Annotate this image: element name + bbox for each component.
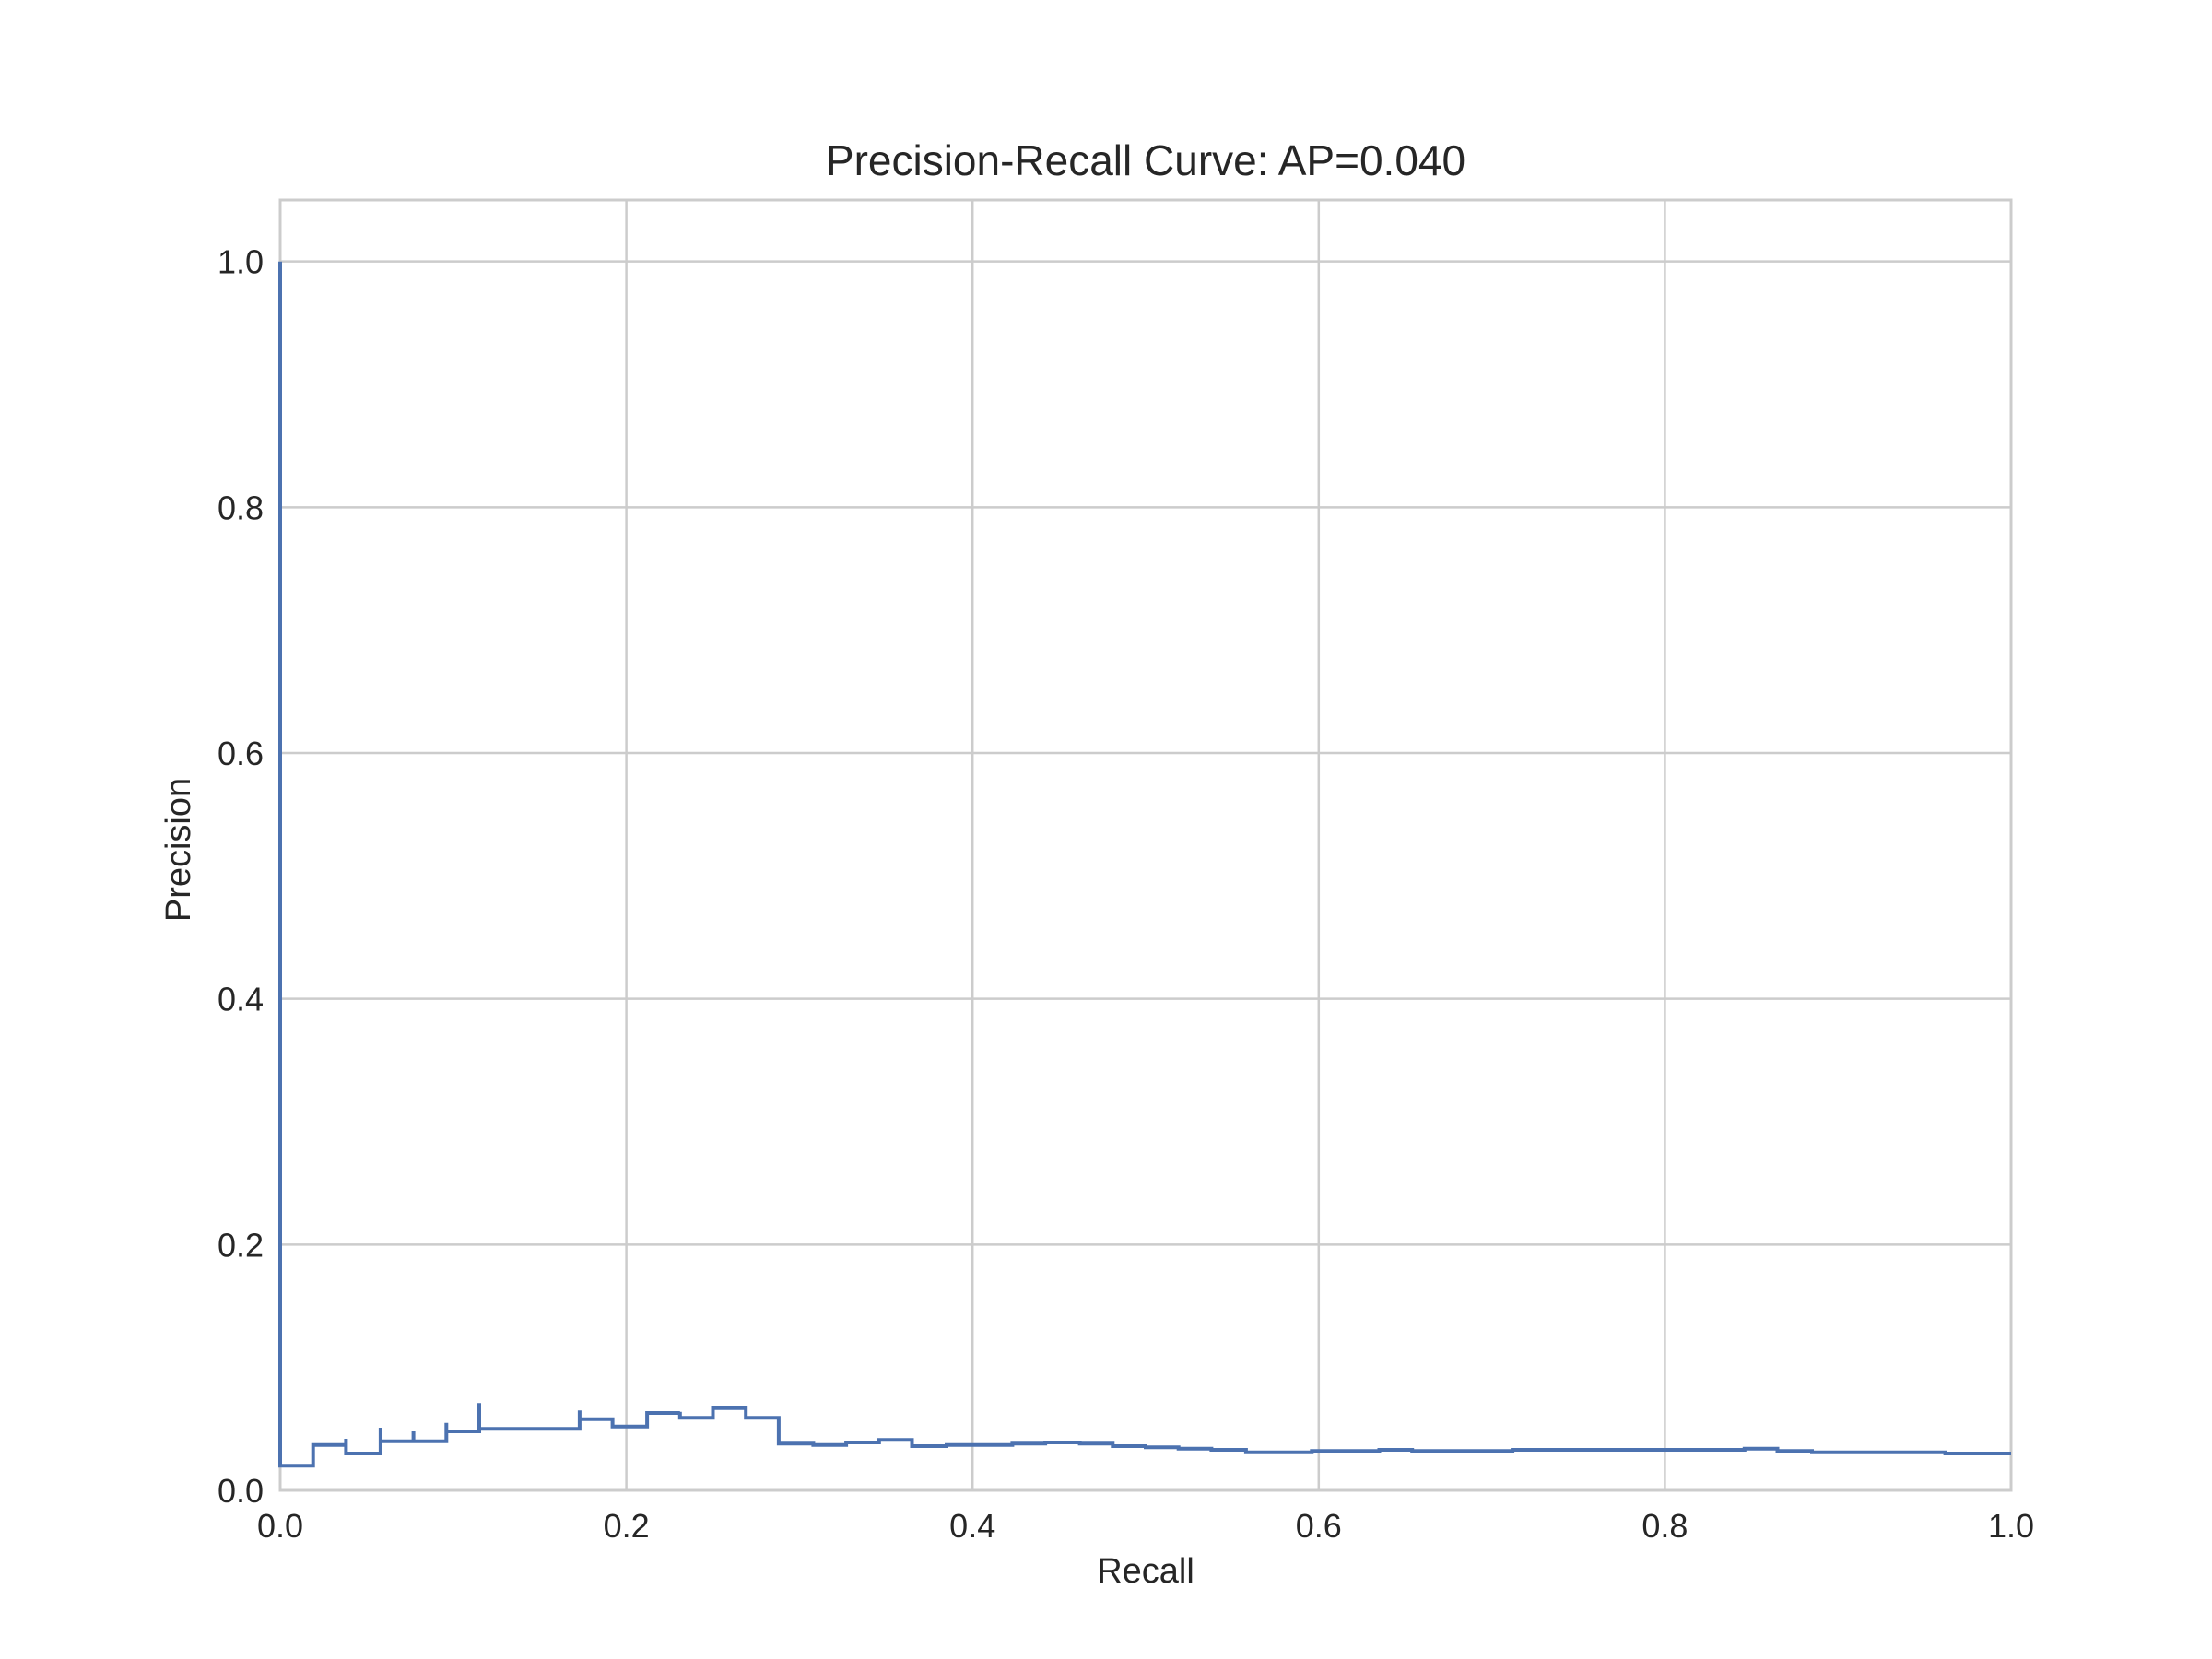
y-tick-label: 0.0	[218, 1472, 264, 1510]
y-tick-label: 1.0	[218, 243, 264, 281]
y-tick-label: 0.2	[218, 1226, 264, 1264]
x-tick-label: 0.4	[949, 1507, 995, 1545]
y-tick-label: 0.4	[218, 981, 264, 1018]
x-tick-label: 1.0	[1988, 1507, 2034, 1545]
x-axis-label: Recall	[1097, 1552, 1194, 1591]
x-tick-label: 0.8	[1641, 1507, 1688, 1545]
y-tick-label: 0.6	[218, 735, 264, 772]
chart-title: Precision-Recall Curve: AP=0.040	[826, 136, 1465, 184]
x-tick-label: 0.0	[257, 1507, 303, 1545]
x-tick-label: 0.2	[604, 1507, 650, 1545]
y-tick-label: 0.8	[218, 488, 264, 526]
x-axis-ticks: 0.0 0.2 0.4 0.6 0.8 1.0	[257, 1507, 2034, 1545]
series-layer	[278, 261, 2011, 1468]
x-tick-label: 0.6	[1296, 1507, 1342, 1545]
y-axis-label: Precision	[159, 778, 198, 922]
y-axis-ticks: 0.0 0.2 0.4 0.6 0.8 1.0	[218, 243, 264, 1510]
pr-curve-line	[278, 261, 2011, 1468]
grid-lines	[280, 200, 2011, 1490]
